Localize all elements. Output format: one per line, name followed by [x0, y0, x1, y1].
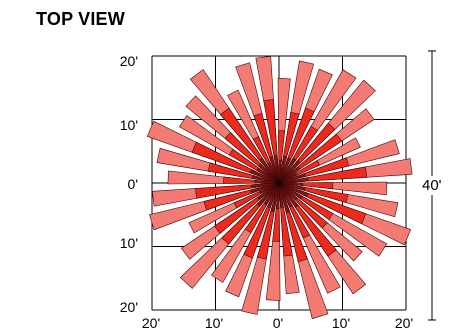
center-point [276, 180, 282, 186]
x-tick-label: 10' [204, 315, 224, 331]
ray-inner [278, 157, 292, 184]
ray-inner [259, 157, 280, 184]
x-tick-label: 10' [331, 315, 351, 331]
ray-inner [278, 155, 287, 184]
ray-pattern [146, 55, 413, 320]
ray-inner [266, 182, 280, 209]
ray-inner [278, 157, 297, 184]
ray-inner [278, 182, 298, 201]
ray-inner [278, 159, 301, 184]
x-tick-label: 20' [394, 315, 414, 331]
ray-inner [254, 179, 280, 184]
ray-inner [256, 182, 280, 207]
y-tick-label: 0' [127, 176, 138, 192]
ray-inner [258, 182, 280, 195]
ray-inner [278, 172, 298, 184]
y-tick-label: 20' [119, 299, 138, 315]
x-tick-label: 20' [141, 315, 161, 331]
ray-inner [278, 173, 306, 184]
ray-inner [257, 182, 280, 201]
ray-inner [278, 182, 306, 191]
ray-inner [250, 182, 280, 189]
ray-inner [258, 163, 280, 184]
ray-inner [270, 182, 280, 213]
ray-inner [273, 154, 280, 184]
ray-inner [278, 182, 304, 186]
ray-inner [249, 168, 280, 184]
y-tick-label: 10' [119, 117, 138, 133]
ray-inner [278, 182, 304, 200]
x-tick-label: 0' [272, 315, 284, 331]
ray-inner [263, 182, 280, 206]
dimension-label: 40' [422, 176, 442, 195]
ray-inner [267, 162, 280, 184]
ray-inner [275, 182, 280, 210]
ray-inner [278, 177, 309, 184]
ray-inner [278, 182, 309, 198]
y-tick-label: 20' [119, 53, 138, 69]
ray-inner [278, 182, 293, 208]
ray-inner [256, 167, 280, 184]
ray-inner [269, 156, 280, 184]
ray-inner [278, 166, 301, 184]
ray-inner [278, 182, 291, 214]
ray-inner [278, 182, 299, 208]
ray-inner [251, 175, 280, 184]
ray-inner [250, 182, 280, 194]
y-tick-label: 10' [119, 235, 138, 251]
ray-inner [278, 159, 282, 184]
page-title: TOP VIEW [36, 9, 125, 29]
ray-inner [278, 182, 284, 208]
